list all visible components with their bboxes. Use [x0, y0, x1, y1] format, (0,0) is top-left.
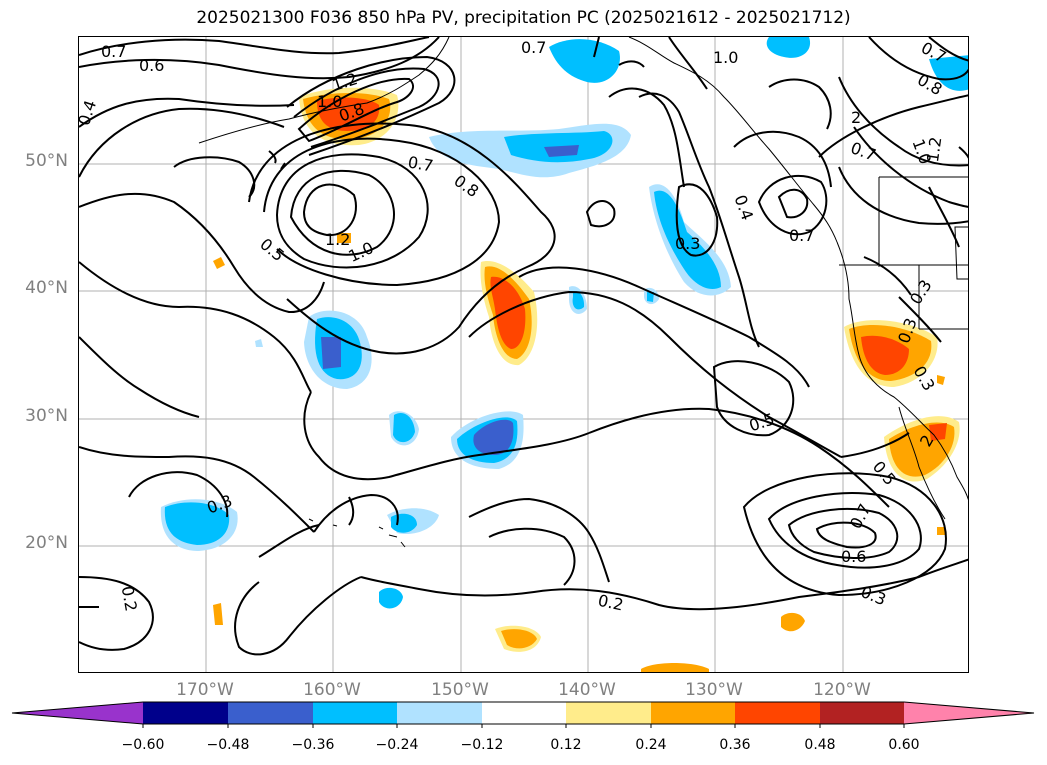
lon-label-160w: 160°W [303, 680, 361, 700]
colorbar-cell [566, 702, 651, 724]
colorbar-cell [482, 702, 566, 724]
colorbar-extend-high [904, 702, 1034, 724]
contour-label: 0.2 [118, 585, 141, 613]
contour-label: 1.0 [713, 48, 738, 67]
lat-label-20n: 20°N [25, 533, 68, 553]
contour-label: 0.7 [406, 152, 434, 175]
colorbar-ticks [142, 724, 905, 728]
colorbar-tick-labels: −0.60 −0.48 −0.36 −0.24 −0.12 0.12 0.24 … [122, 737, 920, 753]
contour-label: 0.5 [747, 409, 777, 435]
contour-label: 2 [851, 108, 861, 127]
colorbar-cell [397, 702, 482, 724]
contour-label: 1.2 [325, 230, 350, 249]
contour-label: 0.7 [521, 38, 546, 57]
colorbar-tick-label: 0.24 [635, 737, 666, 753]
contour-label: 0.3 [906, 276, 936, 308]
map-title: 2025021300 F036 850 hPa PV, precipitatio… [196, 8, 851, 28]
lon-label-150w: 150°W [431, 680, 489, 700]
coastlines [198, 37, 968, 548]
lat-label-40n: 40°N [25, 278, 68, 298]
lat-label-30n: 30°N [25, 406, 68, 426]
colorbar-tick-label: 0.36 [719, 737, 750, 753]
contour-label: 0.7 [848, 138, 878, 165]
contour-label: 1.0 [317, 92, 342, 111]
colorbar-tick-label: 0.60 [888, 737, 919, 753]
lon-label-130w: 130°W [685, 680, 743, 700]
contour-label: 0.3 [858, 582, 889, 609]
lon-label-140w: 140°W [558, 680, 616, 700]
colorbar-tick-label: −0.12 [461, 737, 504, 753]
contour-label: 0.6 [139, 56, 164, 75]
colorbar-cell [143, 702, 228, 724]
precip-negative [160, 37, 968, 609]
colorbar-tick-label: −0.48 [207, 737, 250, 753]
contour-label: 1.2 [923, 136, 945, 164]
lon-label-120w: 120°W [813, 680, 871, 700]
colorbar-tick-label: −0.36 [292, 737, 335, 753]
contour-label: 0.7 [101, 42, 126, 61]
colorbar-cell [313, 702, 397, 724]
colorbar-tick-label: −0.60 [122, 737, 165, 753]
colorbar-cell [651, 702, 735, 724]
colorbar-tick-label: 0.12 [550, 737, 581, 753]
contour-label: 0.7 [846, 501, 875, 532]
colorbar-tick-label: 0.48 [804, 737, 835, 753]
colorbar-cell [228, 702, 313, 724]
lat-label-50n: 50°N [25, 151, 68, 171]
contour-label: 0.4 [79, 98, 100, 128]
colorbar-cell [735, 702, 820, 724]
colorbar-cells [12, 702, 1034, 724]
contour-label: 0.4 [731, 192, 758, 222]
precip-positive [213, 87, 960, 672]
contour-label: 0.3 [675, 234, 700, 253]
contour-label: 0.2 [596, 591, 625, 615]
colorbar: −0.60 −0.48 −0.36 −0.24 −0.12 0.12 0.24 … [11, 701, 1035, 753]
contour-label: 0.7 [789, 226, 814, 245]
colorbar-tick-label: −0.24 [376, 737, 419, 753]
pv-contours [79, 37, 968, 656]
colorbar-extend-low [12, 702, 143, 724]
colorbar-cell [820, 702, 904, 724]
lon-label-170w: 170°W [176, 680, 234, 700]
contour-label: 0.6 [841, 547, 866, 566]
map-panel: 0.7 0.6 0.4 1.2 1.0 0.8 0.7 0.8 0.5 1.2 … [78, 36, 969, 673]
map-svg: 0.7 0.6 0.4 1.2 1.0 0.8 0.7 0.8 0.5 1.2 … [79, 37, 968, 672]
